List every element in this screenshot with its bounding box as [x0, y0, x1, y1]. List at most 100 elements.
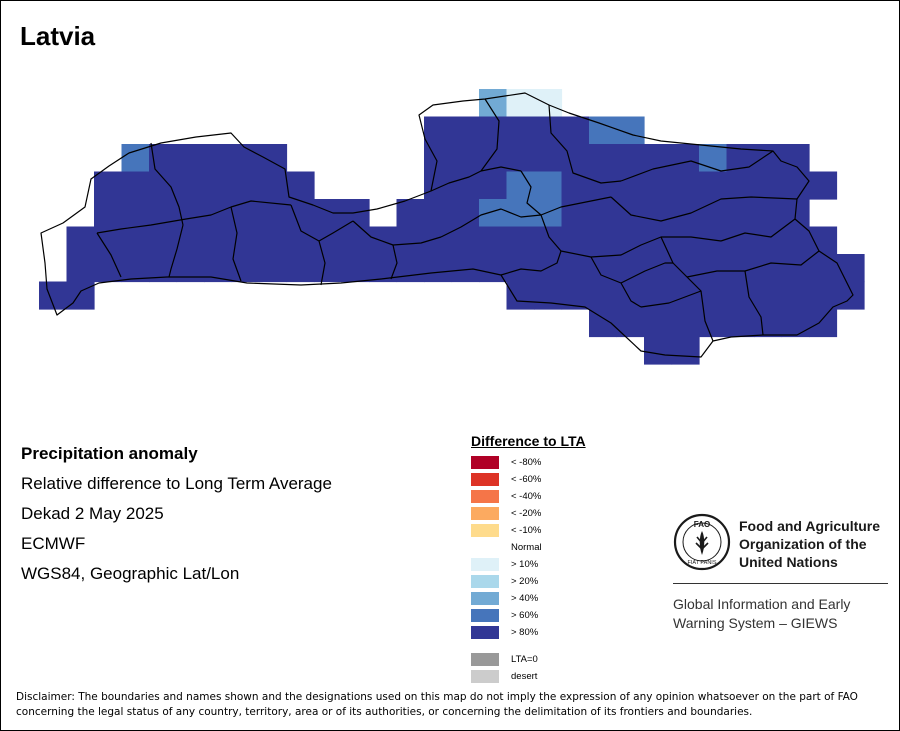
grid-cell	[809, 254, 838, 283]
grid-cell	[451, 144, 480, 173]
grid-cell	[259, 226, 288, 255]
grid-cell	[451, 199, 480, 228]
info-line-source: ECMWF	[21, 534, 86, 553]
grid-cell	[836, 281, 865, 310]
disclaimer: Disclaimer: The boundaries and names sho…	[16, 691, 858, 718]
grid-cell	[534, 89, 563, 118]
grid-cell	[726, 199, 755, 228]
legend-item-row: < -20%	[471, 505, 586, 522]
grid-cell	[286, 171, 315, 200]
grid-cell	[671, 281, 700, 310]
grid-cell	[616, 254, 645, 283]
internal-boundary	[540, 214, 722, 258]
grid-cell	[781, 144, 810, 173]
grid-cell	[644, 226, 673, 255]
legend-extra-items: LTA=0 desert	[471, 651, 586, 685]
grid-cell	[671, 309, 700, 338]
grid-cell	[726, 281, 755, 310]
grid-cell	[286, 199, 315, 228]
grid-cell	[589, 171, 618, 200]
info-heading: Precipitation anomaly	[21, 444, 198, 463]
grid-cell	[699, 281, 728, 310]
grid-cell	[781, 281, 810, 310]
grid-cell	[94, 199, 123, 228]
anomaly-map	[39, 89, 865, 365]
grid-cell	[259, 171, 288, 200]
legend-item-label: > 10%	[511, 559, 539, 570]
grid-cell	[671, 199, 700, 228]
info-line-description: Relative difference to Long Term Average	[21, 474, 332, 493]
grid-cell	[589, 281, 618, 310]
legend-extra-item-label: LTA=0	[511, 654, 538, 665]
grid-cell	[176, 199, 205, 228]
internal-boundary	[96, 200, 292, 234]
legend-title: Difference to LTA	[471, 433, 586, 449]
grid-cell	[561, 171, 590, 200]
grid-cell	[286, 254, 315, 283]
grid-cell	[699, 309, 728, 338]
grid-cell	[479, 116, 508, 145]
legend-item-label: > 80%	[511, 627, 539, 638]
grid-cell	[534, 144, 563, 173]
grid-cell	[809, 309, 838, 338]
grid-cell	[754, 199, 783, 228]
internal-boundary	[500, 250, 562, 276]
grid-cell	[616, 281, 645, 310]
branding-divider	[673, 583, 888, 584]
info-line-period: Dekad 2 May 2025	[21, 504, 164, 523]
legend-item-label: > 20%	[511, 576, 539, 587]
grid-cell	[204, 226, 233, 255]
grid-cell	[479, 171, 508, 200]
grid-cell	[561, 226, 590, 255]
grid-cell	[341, 254, 370, 283]
anomaly-grid	[39, 89, 865, 365]
map-info: Precipitation anomaly Relative differenc…	[21, 439, 332, 589]
legend-item-swatch	[471, 490, 499, 503]
grid-cell	[781, 254, 810, 283]
legend-item-label: < -80%	[511, 457, 542, 468]
legend-item-swatch	[471, 626, 499, 639]
grid-cell	[671, 144, 700, 173]
organization-name: Food and Agriculture Organization of the…	[739, 517, 880, 571]
grid-cell	[479, 199, 508, 228]
internal-boundary	[620, 262, 673, 284]
grid-cell	[616, 144, 645, 173]
grid-cell	[754, 144, 783, 173]
system-name-line: Warning System – GIEWS	[673, 615, 838, 631]
grid-cell	[671, 336, 700, 365]
internal-boundary	[440, 208, 542, 238]
map-legend: Difference to LTA < -80% < -60% < -40% < -2…	[471, 433, 586, 685]
grid-cell	[616, 171, 645, 200]
internal-boundary	[640, 290, 702, 308]
grid-cell	[424, 116, 453, 145]
country-outline	[40, 92, 854, 358]
grid-cell	[561, 199, 590, 228]
grid-cell	[451, 254, 480, 283]
legend-item-row: < -10%	[471, 522, 586, 539]
fao-logo-icon: FAO FIAT PANIS	[673, 513, 731, 571]
grid-cell	[644, 199, 673, 228]
legend-item-swatch	[471, 456, 499, 469]
grid-cell	[781, 226, 810, 255]
grid-cell	[176, 171, 205, 200]
grid-cell	[644, 336, 673, 365]
grid-cell	[534, 281, 563, 310]
admin-boundaries	[40, 92, 854, 358]
legend-extra-item-swatch	[471, 653, 499, 666]
grid-cell	[836, 254, 865, 283]
grid-cell	[754, 254, 783, 283]
grid-cell	[259, 254, 288, 283]
grid-cell	[479, 89, 508, 118]
system-name-line: Global Information and Early	[673, 596, 851, 612]
grid-cell	[589, 309, 618, 338]
grid-cell	[204, 144, 233, 173]
legend-item-row: > 40%	[471, 590, 586, 607]
legend-item-swatch	[471, 609, 499, 622]
grid-cell	[176, 254, 205, 283]
grid-cell	[534, 226, 563, 255]
grid-cell	[589, 226, 618, 255]
grid-cell	[94, 254, 123, 283]
legend-item-label: < -20%	[511, 508, 542, 519]
system-name: Global Information and Early Warning Sys…	[673, 595, 850, 633]
organization-name-line: United Nations	[739, 554, 838, 570]
